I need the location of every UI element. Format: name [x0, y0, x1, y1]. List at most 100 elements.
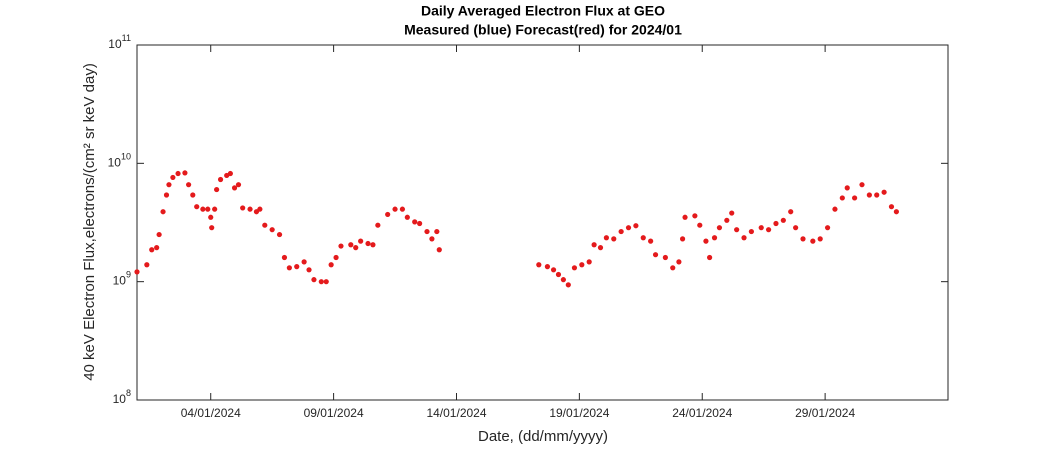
y-tick-exponent: 10 [121, 152, 131, 162]
data-point [276, 231, 283, 238]
y-axis-label: 40 keV Electron Flux,electrons/(cm² sr k… [81, 63, 98, 381]
data-point [348, 242, 354, 248]
data-point [866, 192, 872, 198]
data-point [670, 265, 676, 271]
data-point [231, 185, 238, 191]
data-point [579, 262, 585, 268]
data-point [560, 277, 566, 283]
y-tick-label: 109 [113, 270, 131, 288]
x-tick-label: 24/01/2024 [672, 406, 732, 420]
data-point [240, 205, 246, 211]
x-tick-label: 14/01/2024 [426, 406, 486, 420]
data-point [800, 236, 806, 242]
y-tick-label: 1011 [108, 33, 131, 51]
data-point [182, 170, 188, 176]
data-point [235, 182, 242, 188]
data-point [333, 254, 339, 261]
data-point [318, 279, 324, 285]
data-point [175, 170, 181, 177]
y-tick-base: 10 [108, 156, 122, 170]
data-point [692, 213, 698, 219]
data-point [311, 277, 317, 283]
chart-subtitle: Measured (blue) Forecast(red) for 2024/0… [404, 22, 682, 38]
data-point [205, 206, 211, 212]
data-point [724, 217, 730, 223]
data-point [227, 170, 233, 177]
data-point [160, 209, 166, 215]
data-point [156, 231, 162, 238]
y-tick-base: 10 [113, 274, 127, 288]
chart-title: Daily Averaged Electron Flux at GEO [421, 3, 665, 19]
data-point [434, 228, 440, 235]
data-point [338, 243, 344, 249]
data-point [200, 206, 206, 212]
x-tick-label: 04/01/2024 [181, 406, 241, 420]
data-point [281, 254, 288, 261]
data-point [365, 240, 371, 247]
data-point [208, 214, 214, 220]
data-point [392, 206, 398, 212]
data-point [370, 242, 376, 248]
data-point [618, 228, 624, 235]
data-point [859, 182, 865, 188]
data-point [436, 247, 442, 253]
data-point [832, 206, 838, 212]
data-point [810, 238, 816, 244]
y-tick-base: 10 [113, 392, 127, 406]
data-point [793, 225, 799, 231]
data-point [194, 204, 200, 210]
plot-frame [136, 44, 949, 401]
data-point [399, 206, 406, 212]
data-point [586, 259, 592, 265]
data-point [662, 254, 668, 261]
data-point [881, 189, 887, 195]
data-point [611, 236, 617, 242]
data-point [874, 192, 880, 198]
data-point [144, 262, 150, 268]
data-point [286, 265, 292, 271]
x-tick-label: 29/01/2024 [795, 406, 855, 420]
x-tick-label: 19/01/2024 [549, 406, 609, 420]
data-point [555, 271, 562, 278]
data-point [765, 227, 772, 233]
y-tick-base: 10 [108, 37, 122, 51]
data-point [640, 235, 646, 241]
data-point [844, 185, 850, 191]
data-point [294, 264, 300, 270]
data-point [163, 192, 170, 198]
data-point [353, 245, 359, 251]
data-point [269, 227, 275, 233]
data-point [648, 238, 654, 244]
data-point [154, 245, 160, 251]
data-point [550, 267, 557, 273]
y-tick-exponent: 8 [126, 388, 131, 398]
data-point [788, 209, 794, 215]
data-point [682, 214, 688, 220]
data-point [893, 209, 899, 215]
data-point [429, 236, 435, 242]
data-point [773, 220, 779, 227]
data-point [711, 235, 718, 241]
data-point [780, 217, 786, 223]
data-point [212, 206, 218, 212]
data-point [536, 262, 542, 268]
y-tick-label: 1010 [108, 152, 131, 170]
data-point [417, 220, 423, 227]
data-point [412, 219, 418, 225]
y-tick-label: 108 [113, 388, 131, 406]
data-point [149, 247, 155, 253]
data-point [652, 252, 659, 258]
x-axis-label: Date, (dd/mm/yyyy) [478, 428, 608, 445]
data-point [697, 222, 703, 228]
data-point [839, 195, 845, 201]
data-point [597, 245, 604, 251]
data-point [729, 210, 735, 216]
data-point [888, 204, 895, 210]
data-point [186, 182, 192, 188]
data-point [209, 225, 215, 231]
data-point [257, 206, 263, 212]
data-point [544, 264, 551, 270]
data-point [323, 279, 329, 285]
